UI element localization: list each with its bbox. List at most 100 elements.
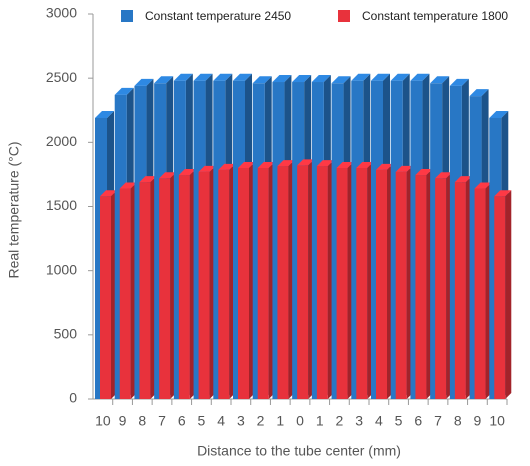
bar-front — [238, 168, 249, 399]
legend-swatch — [121, 10, 133, 22]
legend-swatch — [338, 10, 350, 22]
bar — [119, 182, 137, 399]
x-axis-title: Distance to the tube center (mm) — [197, 443, 401, 459]
bar-front — [198, 171, 210, 399]
bar-top — [218, 163, 236, 170]
bar — [257, 162, 275, 399]
bar-top — [311, 75, 331, 83]
bar-top — [415, 169, 433, 176]
bar-top — [277, 160, 295, 167]
x-tick-label: 4 — [375, 413, 383, 429]
bar-top — [435, 172, 453, 179]
y-tick-label: 3000 — [46, 5, 77, 21]
bar-top — [213, 73, 233, 81]
x-tick-label: 5 — [198, 413, 206, 429]
x-tick-label: 2 — [336, 413, 344, 429]
bar-front — [435, 178, 447, 399]
bar-top — [316, 160, 334, 167]
bar-top — [154, 76, 174, 84]
x-tick-label: 1 — [276, 413, 284, 429]
bar — [494, 190, 512, 399]
bar-top — [257, 162, 275, 168]
bar-top — [297, 159, 315, 166]
bar — [435, 172, 453, 399]
bar-front — [395, 171, 407, 399]
bar-top — [198, 165, 216, 172]
bar-top — [469, 89, 489, 97]
bar-top — [371, 73, 390, 81]
bar-front — [494, 196, 506, 399]
bar-top — [272, 75, 292, 83]
bar — [178, 169, 196, 399]
x-tick-label: 0 — [296, 413, 304, 429]
bar-top — [139, 176, 157, 183]
bar — [198, 165, 216, 399]
bar-front — [257, 168, 269, 399]
bar — [316, 160, 334, 399]
bar-front — [297, 165, 309, 399]
bar-front — [454, 182, 466, 399]
bar-front — [376, 169, 387, 399]
bar-top — [474, 182, 492, 189]
x-tick-label: 2 — [257, 413, 265, 429]
bar-top — [336, 162, 354, 168]
x-tick-label: 6 — [414, 413, 422, 429]
bar-top — [178, 169, 196, 176]
bar-front — [316, 166, 328, 399]
bar-top — [395, 165, 413, 172]
x-tick-label: 7 — [158, 413, 166, 429]
bar — [139, 176, 157, 399]
bar-top — [95, 110, 114, 118]
bar-front — [159, 178, 171, 399]
bar-front — [139, 182, 151, 399]
bar-top — [356, 162, 374, 168]
bar-top — [159, 172, 177, 179]
bar-top — [193, 73, 213, 81]
bar-top — [331, 76, 351, 84]
bar-front — [178, 175, 190, 399]
bar-top — [449, 78, 469, 86]
bar — [100, 190, 117, 399]
x-tick-label: 5 — [395, 413, 403, 429]
y-tick-label: 500 — [54, 326, 78, 342]
bar-top — [454, 176, 472, 183]
bar-top — [134, 78, 154, 86]
x-tick-label: 3 — [355, 413, 363, 429]
bar-front — [218, 169, 230, 399]
x-tick-label: 4 — [217, 413, 225, 429]
bar-front — [474, 188, 486, 399]
bar-front — [100, 196, 111, 399]
bar-top — [173, 73, 193, 81]
bar-top — [119, 182, 137, 189]
bar-top — [252, 76, 272, 84]
bar — [297, 159, 315, 399]
bar — [454, 176, 472, 399]
x-tick-label: 9 — [474, 413, 482, 429]
bar — [336, 162, 354, 399]
bar-front — [277, 166, 289, 399]
y-axis-title: Real temperature (°C) — [6, 141, 22, 278]
x-tick-label: 7 — [434, 413, 442, 429]
y-tick-label: 2500 — [46, 69, 77, 85]
bar-top — [494, 190, 512, 197]
y-tick-label: 2000 — [46, 133, 77, 149]
x-tick-label: 8 — [454, 413, 462, 429]
x-tick-label: 1 — [316, 413, 324, 429]
y-tick-label: 0 — [69, 390, 77, 406]
bar-top — [489, 110, 509, 118]
bar-front — [119, 188, 131, 399]
bar-top — [114, 87, 134, 95]
y-tick-label: 1500 — [46, 197, 77, 213]
bar-top — [390, 73, 410, 81]
bar-top — [292, 75, 312, 83]
bar-top — [430, 76, 450, 84]
x-tick-label: 3 — [237, 413, 245, 429]
bar — [415, 169, 433, 399]
bar-top — [410, 73, 430, 81]
bar — [474, 182, 492, 399]
bar — [395, 165, 413, 399]
bar — [238, 162, 255, 399]
legend-label: Constant temperature 2450 — [145, 9, 291, 23]
bar-top — [351, 73, 371, 81]
